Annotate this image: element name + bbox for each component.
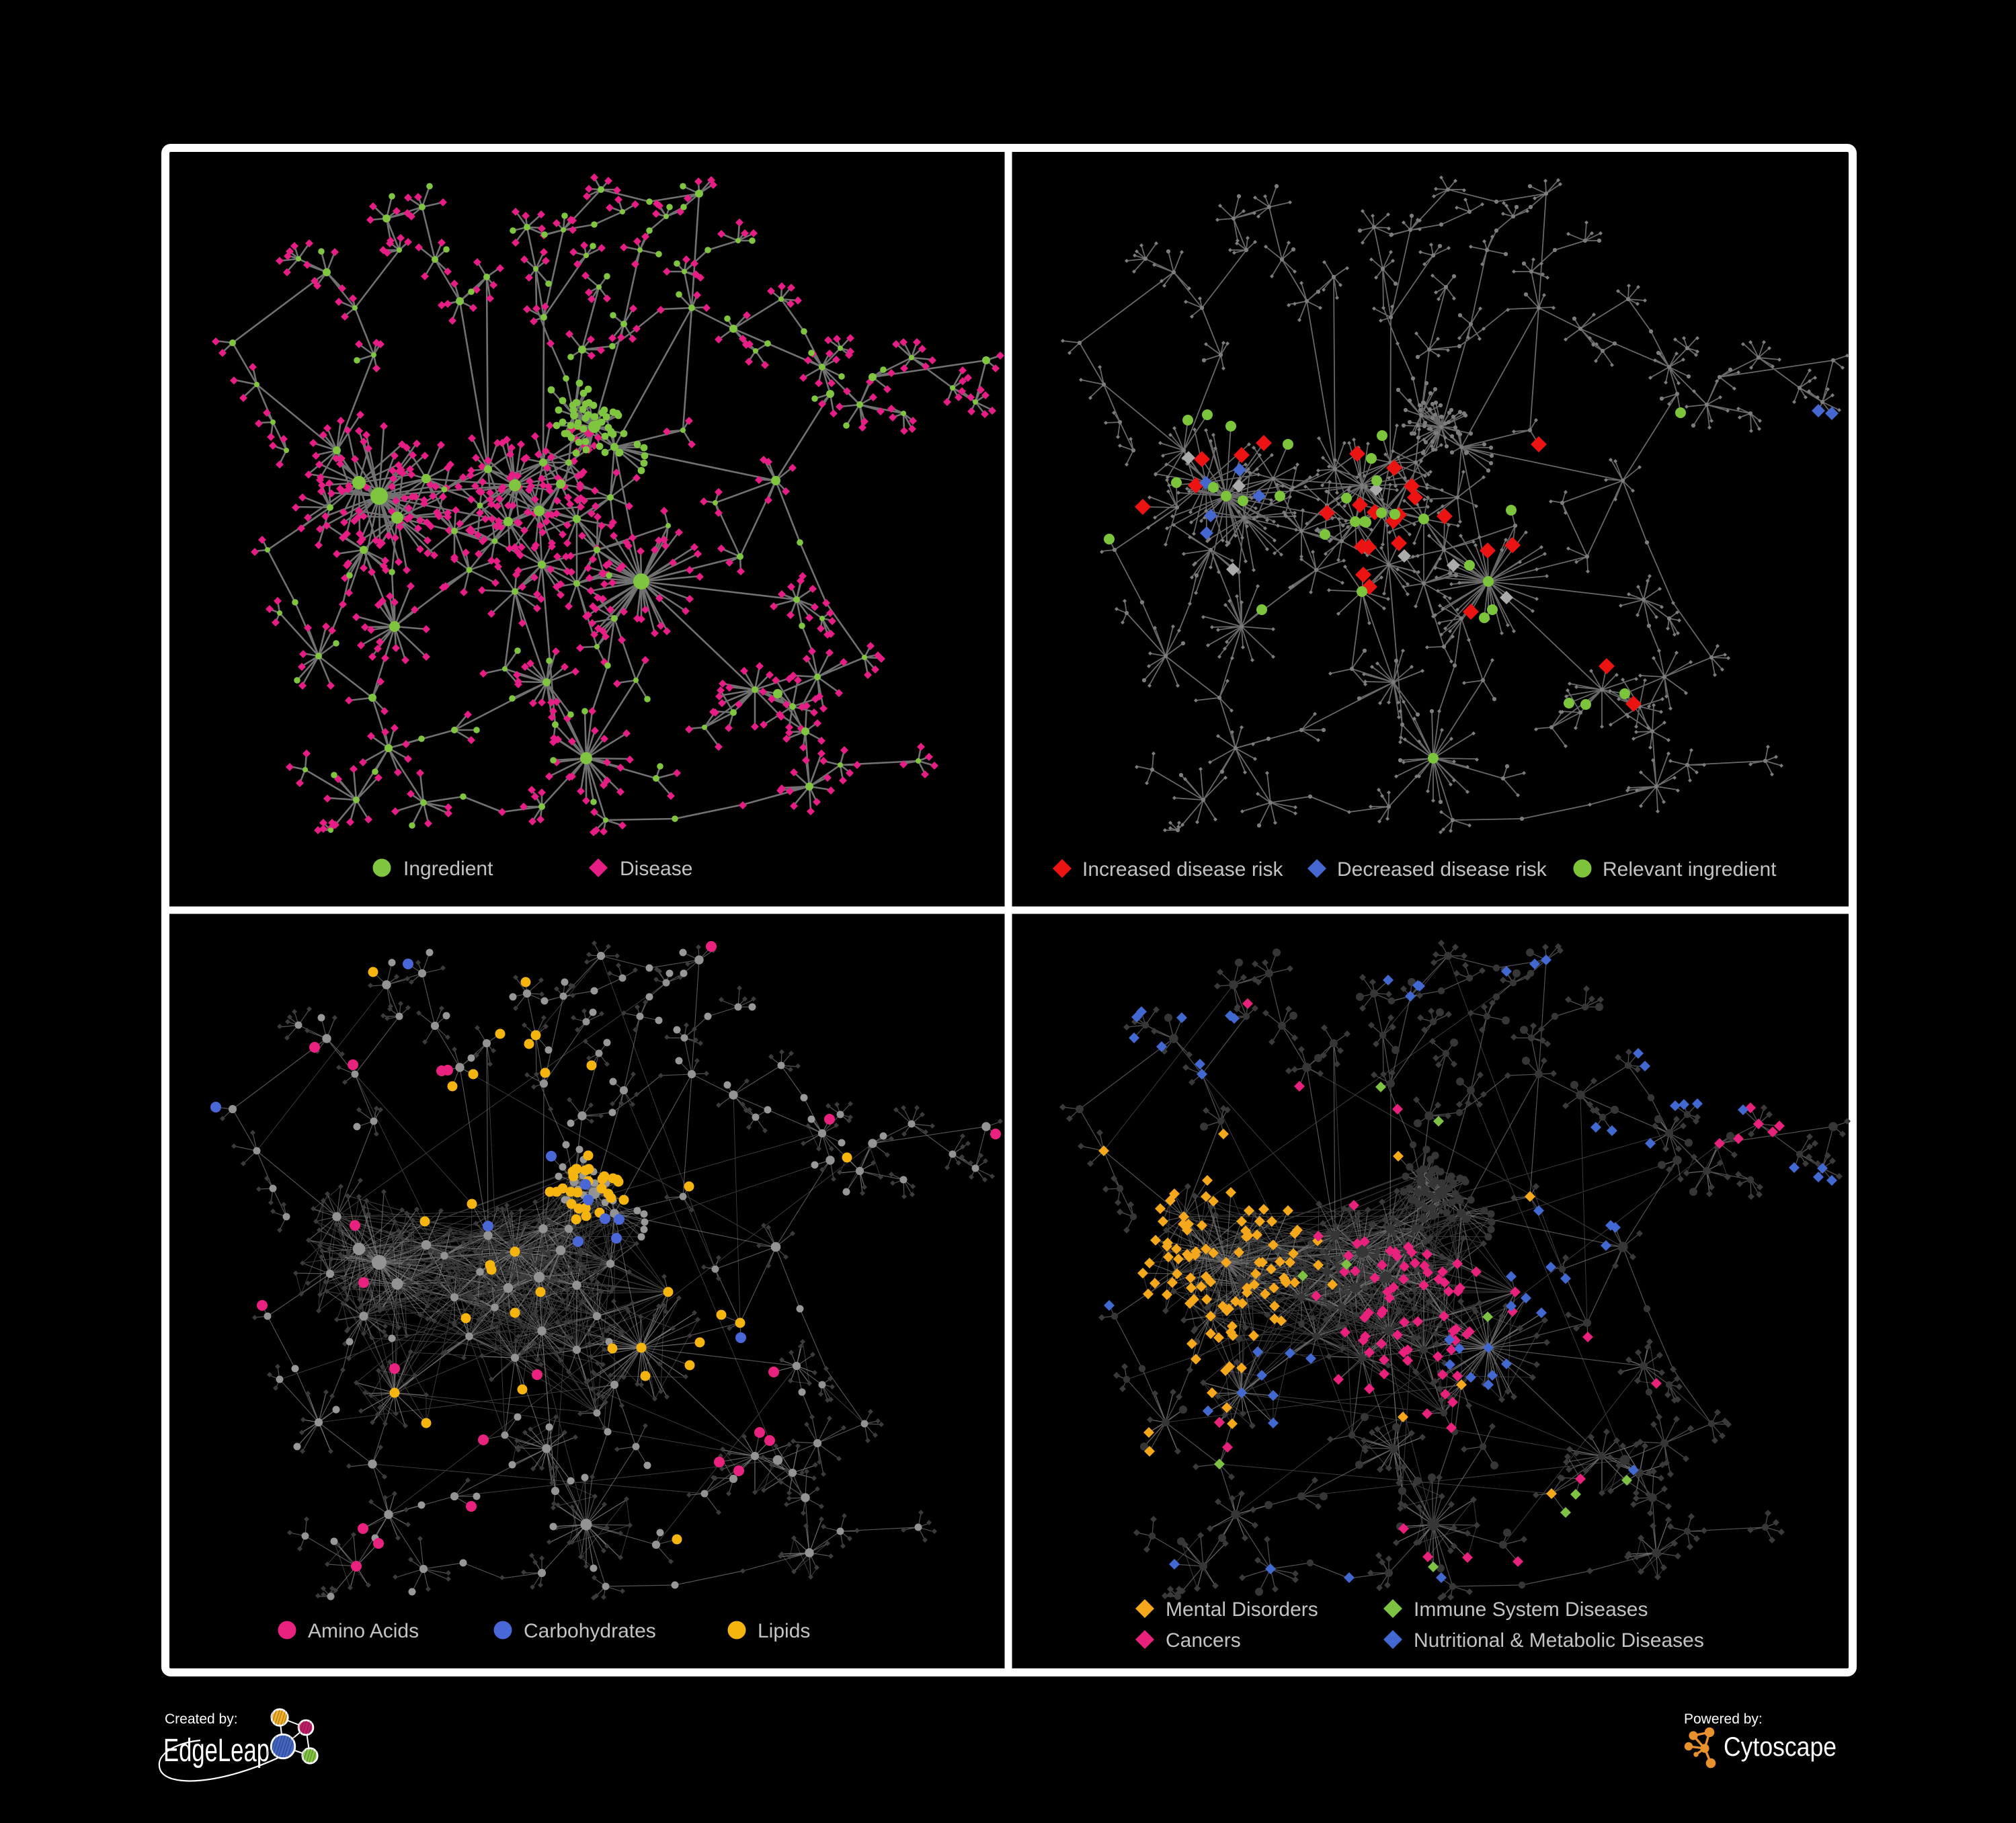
- svg-text:Carbohydrates: Carbohydrates: [524, 1620, 656, 1642]
- svg-text:Amino Acids: Amino Acids: [308, 1620, 419, 1642]
- svg-text:EdgeLeap: EdgeLeap: [163, 1733, 270, 1769]
- svg-text:Created by:: Created by:: [165, 1711, 238, 1727]
- svg-text:Cancers: Cancers: [1166, 1629, 1241, 1652]
- svg-text:Powered by:: Powered by:: [1684, 1711, 1763, 1727]
- svg-text:Relevant ingredient: Relevant ingredient: [1603, 858, 1777, 881]
- svg-text:Ingredient: Ingredient: [403, 858, 493, 880]
- svg-text:Decreased disease risk: Decreased disease risk: [1337, 858, 1547, 881]
- svg-text:Cytoscape: Cytoscape: [1724, 1732, 1837, 1762]
- svg-text:Disease: Disease: [620, 858, 692, 880]
- svg-text:Immune System Diseases: Immune System Diseases: [1414, 1598, 1648, 1621]
- svg-text:Nutritional & Metabolic Diseas: Nutritional & Metabolic Diseases: [1414, 1629, 1704, 1652]
- svg-text:Mental Disorders: Mental Disorders: [1166, 1598, 1318, 1621]
- svg-text:Increased disease risk: Increased disease risk: [1082, 858, 1283, 881]
- svg-text:Lipids: Lipids: [758, 1620, 810, 1642]
